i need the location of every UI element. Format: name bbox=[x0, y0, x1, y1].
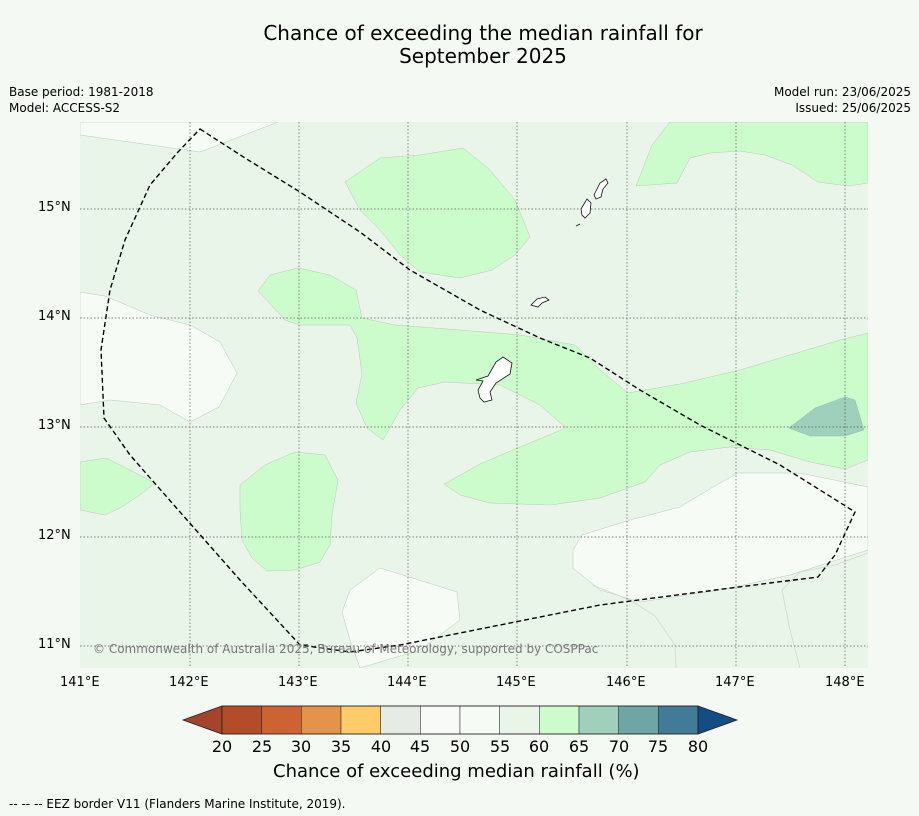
title-line-1: Chance of exceeding the median rainfall … bbox=[263, 21, 703, 45]
model-text: Model: ACCESS-S2 bbox=[9, 101, 121, 115]
colorbar-outline bbox=[221, 705, 699, 735]
colorbar-cell bbox=[459, 705, 500, 735]
graticule bbox=[80, 122, 868, 668]
colorbar-tick-label: 65 bbox=[568, 737, 590, 756]
colorbar-cell bbox=[340, 705, 381, 735]
base-period-text: Base period: 1981-2018 bbox=[9, 85, 154, 99]
lon-label: 145°E bbox=[496, 675, 536, 690]
island-guam bbox=[475, 356, 513, 403]
lon-label: 142°E bbox=[169, 675, 209, 690]
colorbar-tick-label: 35 bbox=[330, 737, 352, 756]
contour-line-1 bbox=[781, 552, 868, 668]
map-area bbox=[80, 122, 868, 668]
region-north-center-60-65 bbox=[344, 147, 531, 279]
eez-border bbox=[100, 128, 856, 653]
colorbar-cell bbox=[380, 705, 421, 735]
colorbar-tick-label: 40 bbox=[370, 737, 392, 756]
colorbar-cell bbox=[539, 705, 580, 735]
colorbar-cell bbox=[618, 705, 659, 735]
colorbar-tick-label: 80 bbox=[687, 737, 709, 756]
region-west-edge-60-65 bbox=[80, 457, 156, 516]
copyright-notice: © Commonwealth of Australia 2025, Bureau… bbox=[93, 642, 599, 656]
region-southeast-50-55 bbox=[572, 472, 868, 603]
lon-label: 144°E bbox=[387, 675, 427, 690]
colorbar-tick-label: 45 bbox=[409, 737, 431, 756]
colorbar-cell bbox=[261, 705, 302, 735]
colorbar-cell bbox=[499, 705, 540, 735]
colorbar-tick-label: 70 bbox=[608, 737, 630, 756]
colorbar-tick-label: 60 bbox=[528, 737, 550, 756]
colorbar-tick-label: 50 bbox=[449, 737, 471, 756]
colorbar-tick-label: 20 bbox=[211, 737, 233, 756]
colorbar-tick-label: 55 bbox=[489, 737, 511, 756]
colorbar-tick-label: 25 bbox=[251, 737, 273, 756]
colorbar-cell bbox=[221, 705, 262, 735]
title-line-2: September 2025 bbox=[399, 44, 567, 68]
region-northeast-60-65 bbox=[635, 122, 868, 187]
region-upper-left-50-55 bbox=[80, 122, 279, 153]
model-run-text: Model run: 23/06/2025 bbox=[773, 85, 911, 99]
lat-label: 12°N bbox=[38, 528, 71, 543]
lon-label: 147°E bbox=[715, 675, 755, 690]
colorbar-extend-high bbox=[697, 705, 739, 735]
colorbar bbox=[181, 705, 739, 735]
lon-label: 141°E bbox=[60, 675, 100, 690]
colorbar-cell bbox=[420, 705, 461, 735]
colorbar-cells bbox=[221, 705, 699, 735]
meta-right: Model run: 23/06/2025 Issued: 25/06/2025 bbox=[774, 84, 911, 116]
region-south-50-55 bbox=[341, 567, 461, 668]
map-title: Chance of exceeding the median rainfall … bbox=[0, 22, 919, 68]
lat-label: 14°N bbox=[38, 309, 71, 324]
lat-label: 13°N bbox=[38, 418, 71, 433]
islands bbox=[475, 178, 609, 403]
colorbar-tick-label: 30 bbox=[290, 737, 312, 756]
region-west-50-55 bbox=[80, 291, 238, 423]
island-aguijan bbox=[575, 223, 581, 227]
lat-label: 11°N bbox=[38, 637, 71, 652]
contour-line-2 bbox=[591, 584, 677, 668]
lon-label: 143°E bbox=[278, 675, 318, 690]
island-tinian bbox=[580, 198, 592, 219]
island-saipan bbox=[593, 178, 609, 200]
region-southwest-60-65 bbox=[239, 451, 339, 572]
lat-label: 15°N bbox=[38, 200, 71, 215]
colorbar-cell bbox=[658, 705, 699, 735]
colorbar-extend-low bbox=[181, 705, 223, 735]
colorbar-cell bbox=[301, 705, 342, 735]
meta-left: Base period: 1981-2018 Model: ACCESS-S2 bbox=[9, 84, 154, 116]
colorbar-tick-label: 75 bbox=[647, 737, 669, 756]
colorbar-label: Chance of exceeding median rainfall (%) bbox=[273, 761, 640, 782]
region-central-band-60-65 bbox=[257, 267, 868, 506]
lon-label: 148°E bbox=[825, 675, 865, 690]
small-contour-dot bbox=[735, 289, 739, 293]
issued-text: Issued: 25/06/2025 bbox=[795, 101, 911, 115]
lon-label: 146°E bbox=[606, 675, 646, 690]
eez-footnote: -- -- -- EEZ border V11 (Flanders Marine… bbox=[9, 797, 346, 811]
colorbar-cell bbox=[578, 705, 619, 735]
island-rota bbox=[530, 296, 550, 308]
